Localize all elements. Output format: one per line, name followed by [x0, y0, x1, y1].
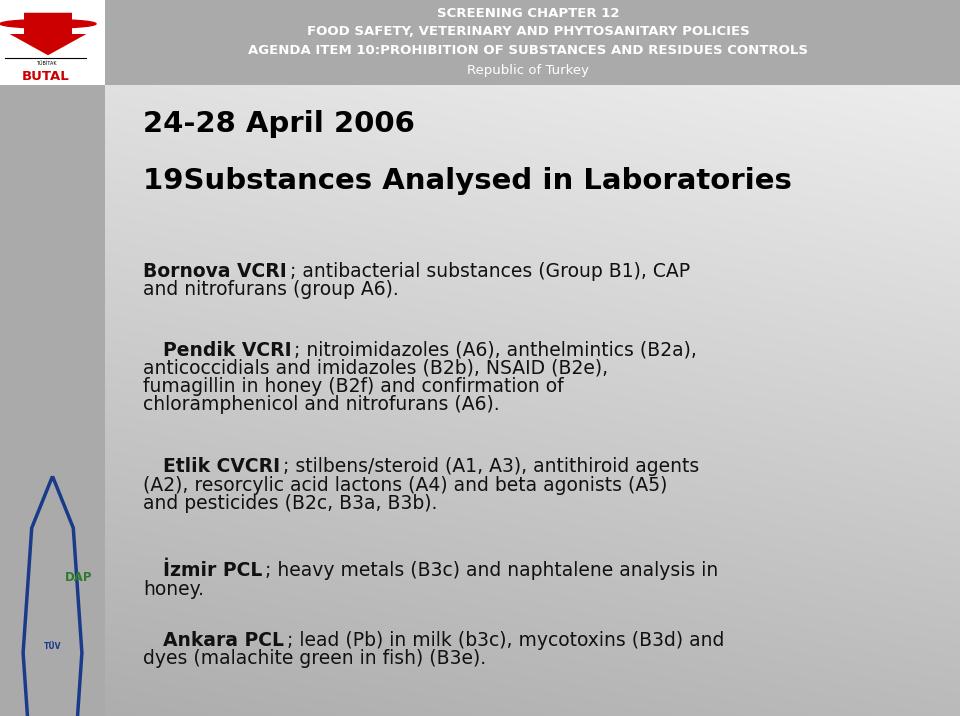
Text: fumagillin in honey (B2f) and confirmation of: fumagillin in honey (B2f) and confirmati…: [143, 377, 564, 396]
Text: chloramphenicol and nitrofurans (A6).: chloramphenicol and nitrofurans (A6).: [143, 395, 500, 415]
Polygon shape: [10, 13, 86, 55]
Text: SCREENING CHAPTER 12: SCREENING CHAPTER 12: [437, 7, 619, 20]
Text: 19Substances Analysed in Laboratories: 19Substances Analysed in Laboratories: [143, 167, 792, 195]
Text: dyes (malachite green in fish) (B3e).: dyes (malachite green in fish) (B3e).: [143, 649, 487, 668]
Text: DAP: DAP: [65, 571, 92, 584]
Text: anticoccidials and imidazoles (B2b), NSAID (B2e),: anticoccidials and imidazoles (B2b), NSA…: [143, 359, 609, 378]
Text: honey.: honey.: [143, 580, 204, 599]
Text: Pendik VCRI: Pendik VCRI: [163, 341, 292, 359]
Text: ; lead (Pb) in milk (b3c), mycotoxins (B3d) and: ; lead (Pb) in milk (b3c), mycotoxins (B…: [287, 631, 724, 650]
Text: ; heavy metals (B3c) and naphtalene analysis in: ; heavy metals (B3c) and naphtalene anal…: [265, 561, 718, 581]
Text: ; antibacterial substances (Group B1), CAP: ; antibacterial substances (Group B1), C…: [290, 261, 690, 281]
Text: İzmir PCL: İzmir PCL: [163, 561, 262, 581]
Text: FOOD SAFETY, VETERINARY AND PHYTOSANITARY POLICIES: FOOD SAFETY, VETERINARY AND PHYTOSANITAR…: [306, 25, 750, 38]
Text: 24-28 April 2006: 24-28 April 2006: [143, 110, 416, 138]
FancyBboxPatch shape: [0, 0, 105, 85]
Text: BUTAL: BUTAL: [22, 69, 70, 83]
Text: Ankara PCL: Ankara PCL: [163, 631, 284, 650]
Text: and nitrofurans (group A6).: and nitrofurans (group A6).: [143, 280, 399, 299]
Text: Bornova VCRI: Bornova VCRI: [143, 261, 287, 281]
Circle shape: [0, 19, 96, 28]
Text: Etlik CVCRI: Etlik CVCRI: [163, 458, 280, 476]
Text: TÜBİTAK: TÜBİTAK: [36, 61, 57, 66]
Text: and pesticides (B2c, B3a, B3b).: and pesticides (B2c, B3a, B3b).: [143, 494, 438, 513]
Text: (A2), resorcylic acid lactons (A4) and beta agonists (A5): (A2), resorcylic acid lactons (A4) and b…: [143, 475, 668, 495]
Text: TÜV: TÜV: [44, 642, 61, 651]
Text: AGENDA ITEM 10:PROHIBITION OF SUBSTANCES AND RESIDUES CONTROLS: AGENDA ITEM 10:PROHIBITION OF SUBSTANCES…: [248, 44, 808, 57]
Text: ; stilbens/steroid (A1, A3), antithiroid agents: ; stilbens/steroid (A1, A3), antithiroid…: [283, 458, 699, 476]
Text: Republic of Turkey: Republic of Turkey: [467, 64, 589, 77]
Text: ; nitroimidazoles (A6), anthelmintics (B2a),: ; nitroimidazoles (A6), anthelmintics (B…: [295, 341, 697, 359]
